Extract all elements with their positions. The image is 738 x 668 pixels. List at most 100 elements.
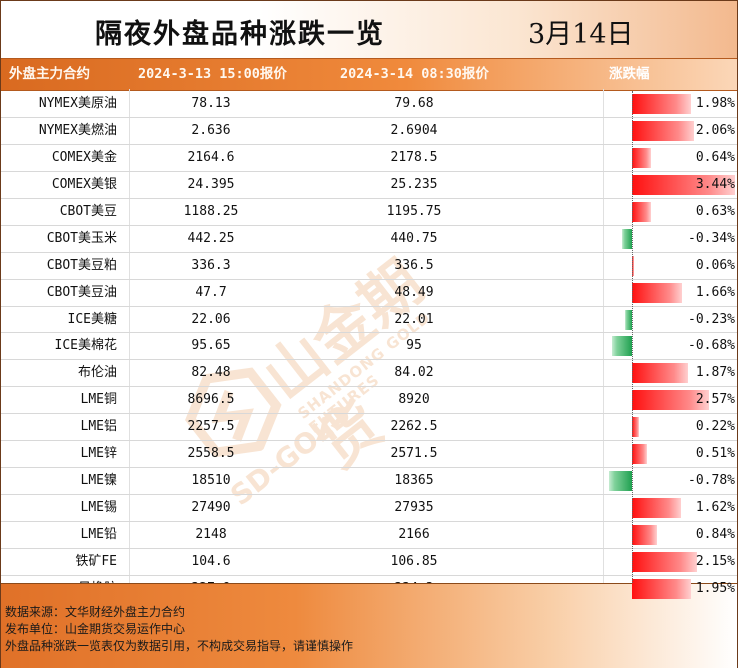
table-header: 外盘主力合约 2024-3-13 15:00报价 2024-3-14 08:30… — [1, 58, 737, 91]
table-body: NYMEX美原油 78.13 79.68 1.98% NYMEX美燃油 2.636 2.69… — [1, 91, 737, 603]
change-value: -0.78% — [688, 473, 735, 489]
price-2: 25.235 — [390, 176, 438, 192]
contract-name: LME镍 — [80, 473, 117, 489]
price-2: 8920 — [398, 392, 430, 408]
change-bar-negative — [608, 471, 632, 492]
change-value: 1.62% — [695, 500, 735, 516]
price-1: 47.7 — [195, 284, 227, 300]
contract-name: CBOT美玉米 — [46, 230, 117, 246]
contract-name: CBOT美豆油 — [46, 284, 117, 300]
price-2: 48.49 — [394, 284, 434, 300]
contract-name: LME锡 — [80, 500, 117, 516]
price-1: 22.06 — [191, 311, 231, 327]
table-row: COMEX美银 24.395 25.235 3.44% — [1, 172, 737, 199]
change-value: 0.63% — [695, 203, 735, 219]
change-value: 1.87% — [695, 365, 735, 381]
table-row: NYMEX美燃油 2.636 2.6904 2.06% — [1, 118, 737, 145]
change-value: 1.95% — [695, 580, 735, 596]
change-value: -0.23% — [688, 311, 735, 327]
price-1: 82.48 — [191, 365, 231, 381]
price-1: 18510 — [191, 473, 231, 489]
price-1: 2558.5 — [187, 446, 235, 462]
contract-name: NYMEX美燃油 — [38, 122, 117, 138]
price-1: 2148 — [195, 527, 227, 542]
table-row: CBOT美豆油 47.7 48.49 1.66% — [1, 280, 737, 307]
price-2: 18365 — [394, 473, 434, 489]
title-bar: 隔夜外盘品种涨跌一览 3月14日 — [1, 1, 737, 58]
table-row: ICE美棉花 95.65 95 -0.68% — [1, 333, 737, 361]
contract-name: CBOT美豆粕 — [46, 257, 117, 273]
change-bar-positive — [632, 174, 736, 195]
table-row: LME镍 18510 18365 -0.78% — [1, 468, 737, 496]
header-contract: 外盘主力合约 — [9, 66, 90, 82]
change-bar-positive — [632, 120, 694, 141]
price-2: 84.02 — [394, 365, 434, 381]
table-row: CBOT美玉米 442.25 440.75 -0.34% — [1, 226, 737, 253]
change-value: 1.66% — [695, 284, 735, 300]
change-value: 0.84% — [695, 527, 735, 542]
change-bar-positive — [632, 417, 639, 438]
price-1: 2.636 — [191, 122, 231, 138]
change-bar-positive — [632, 390, 710, 411]
price-2: 2178.5 — [390, 149, 438, 165]
table-row: CBOT美豆 1188.25 1195.75 0.63% — [1, 199, 737, 226]
contract-name: LME铅 — [80, 527, 117, 542]
page-title: 隔夜外盘品种涨跌一览 — [95, 19, 385, 50]
change-value: 2.15% — [695, 553, 735, 569]
price-2: 106.85 — [390, 553, 438, 569]
change-bar-negative — [611, 336, 632, 357]
change-value: -0.68% — [688, 338, 735, 354]
contract-name: LME铝 — [80, 419, 117, 435]
footer: 数据来源：文华财经外盘主力合约 发布单位：山金期货交易运作中心 外盘品种涨跌一览… — [1, 583, 737, 668]
change-value: 0.64% — [695, 149, 735, 165]
price-2: 336.5 — [394, 257, 434, 273]
price-2: 95 — [406, 338, 422, 354]
price-2: 79.68 — [394, 96, 434, 111]
report-date: 3月14日 — [528, 19, 634, 50]
contract-name: NYMEX美原油 — [38, 96, 117, 111]
contract-name: ICE美糖 — [67, 311, 117, 327]
change-value: 0.06% — [695, 257, 735, 273]
change-value: 0.51% — [695, 446, 735, 462]
footer-source: 数据来源：文华财经外盘主力合约 — [5, 605, 186, 619]
zero-line — [632, 91, 634, 583]
change-bar-negative — [625, 309, 632, 330]
price-1: 2257.5 — [187, 419, 235, 435]
price-2: 440.75 — [390, 230, 438, 246]
change-value: 2.06% — [695, 122, 735, 138]
price-1: 24.395 — [187, 176, 235, 192]
footer-disclaimer: 外盘品种涨跌一览表仅为数据引用，不构成交易指导，请谨慎操作 — [5, 639, 354, 653]
header-price-2: 2024-3-14 08:30报价 — [340, 66, 489, 82]
price-1: 336.3 — [191, 257, 231, 273]
table-row: 铁矿FE 104.6 106.85 2.15% — [1, 549, 737, 576]
change-value: 1.98% — [695, 96, 735, 111]
change-bar-positive — [632, 578, 691, 599]
change-bar-positive — [632, 94, 692, 114]
price-2: 22.01 — [394, 311, 434, 327]
change-bar-positive — [632, 551, 697, 572]
price-2: 2262.5 — [390, 419, 438, 435]
footer-publisher: 发布单位：山金期货交易运作中心 — [5, 622, 186, 636]
contract-name: COMEX美金 — [51, 149, 117, 165]
contract-name: CBOT美豆 — [59, 203, 117, 219]
header-change: 涨跌幅 — [609, 66, 650, 82]
table-row: COMEX美金 2164.6 2178.5 0.64% — [1, 145, 737, 172]
table-row: CBOT美豆粕 336.3 336.5 0.06% — [1, 253, 737, 280]
price-2: 2571.5 — [390, 446, 438, 462]
change-bar-negative — [621, 228, 632, 249]
table-row: LME铅 2148 2166 0.84% — [1, 522, 737, 549]
change-value: -0.34% — [688, 230, 735, 246]
price-2: 1195.75 — [386, 203, 442, 219]
price-2: 27935 — [394, 500, 434, 516]
contract-name: 铁矿FE — [75, 553, 117, 569]
price-2: 2166 — [398, 527, 430, 542]
change-bar-positive — [632, 444, 648, 465]
table-row: 布伦油 82.48 84.02 1.87% — [1, 360, 737, 388]
contract-name: COMEX美银 — [51, 176, 117, 192]
table-row: LME铝 2257.5 2262.5 0.22% — [1, 414, 737, 442]
price-1: 27490 — [191, 500, 231, 516]
change-bar-positive — [632, 498, 681, 519]
change-bar-positive — [632, 147, 652, 168]
price-1: 1188.25 — [183, 203, 239, 219]
column-divider — [603, 89, 604, 583]
